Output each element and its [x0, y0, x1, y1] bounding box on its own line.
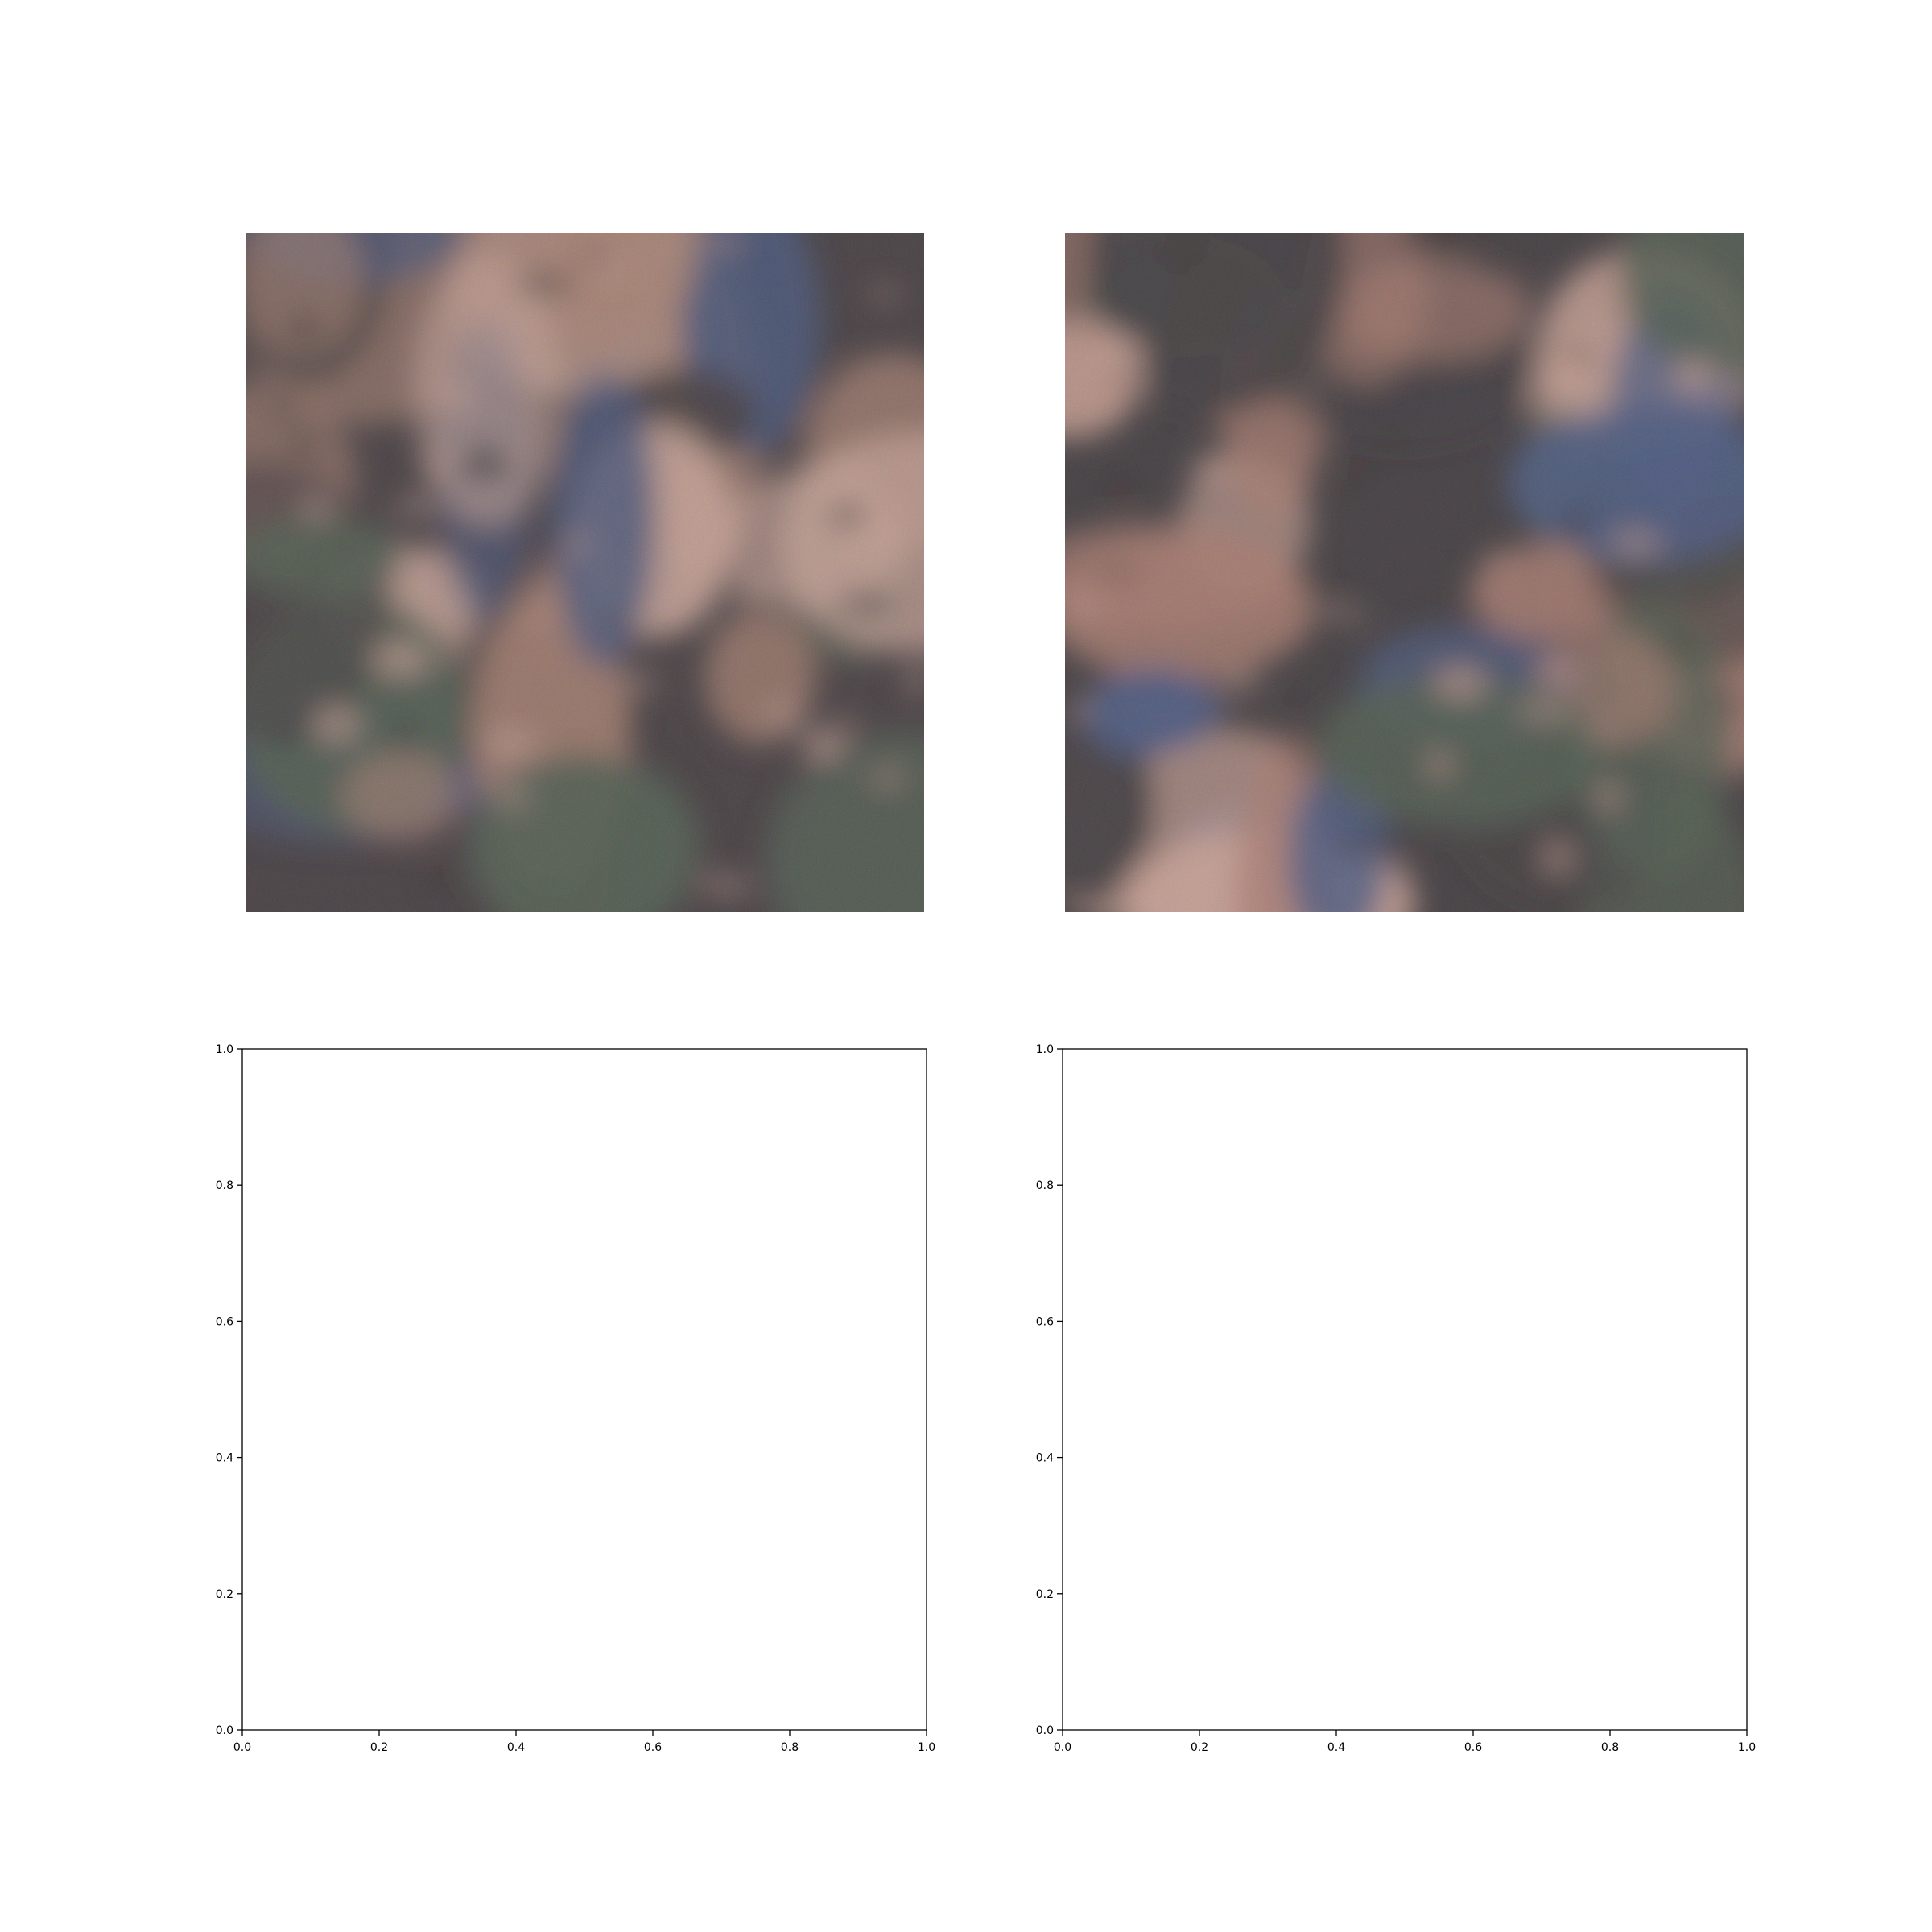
x-axis-ticks: 0.0 0.2 0.4 0.6 0.8 1.0: [1054, 1730, 1756, 1754]
y-tick-label: 1.0: [216, 1043, 233, 1056]
y-tick-label: 0.2: [216, 1588, 233, 1601]
y-axis-ticks: 0.0 0.2 0.4 0.6 0.8 1.0: [216, 1043, 242, 1737]
y-tick-label: 1.0: [1036, 1043, 1054, 1056]
y-tick-label: 0.6: [216, 1315, 233, 1328]
x-tick-label: 1.0: [1738, 1741, 1756, 1754]
x-tick-label: 0.8: [1601, 1741, 1619, 1754]
x-tick-label: 1.0: [918, 1741, 935, 1754]
y-tick-label: 0.6: [1036, 1315, 1054, 1328]
image-noise-overlay: [1065, 233, 1744, 912]
x-tick-label: 0.2: [370, 1741, 388, 1754]
x-tick-label: 0.8: [781, 1741, 799, 1754]
y-tick-label: 0.4: [216, 1452, 233, 1465]
y-tick-label: 0.4: [1036, 1452, 1054, 1465]
x-tick-label: 0.2: [1191, 1741, 1208, 1754]
x-axis-ticks: 0.0 0.2 0.4 0.6 0.8 1.0: [233, 1730, 935, 1754]
axes-frame: [1062, 1048, 1748, 1731]
x-tick-label: 0.0: [1054, 1741, 1071, 1754]
x-tick-label: 0.0: [233, 1741, 251, 1754]
image-panel-top-left: [246, 233, 924, 912]
y-tick-label: 0.8: [1036, 1179, 1054, 1192]
y-tick-label: 0.0: [216, 1724, 233, 1737]
y-axis-ticks: 0.0 0.2 0.4 0.6 0.8 1.0: [1036, 1043, 1063, 1737]
y-tick-label: 0.2: [1036, 1588, 1054, 1601]
x-tick-label: 0.6: [1464, 1741, 1482, 1754]
image-noise-overlay: [246, 233, 924, 912]
axes-bottom-left: 0.0 0.2 0.4 0.6 0.8 1.0 0.0 0.2 0.4 0.6 0.8 1.0: [216, 1043, 935, 1754]
x-tick-label: 0.4: [1327, 1741, 1345, 1754]
y-tick-label: 0.8: [216, 1179, 233, 1192]
x-tick-label: 0.6: [644, 1741, 662, 1754]
image-panel-top-right: [1065, 233, 1744, 912]
x-tick-label: 0.4: [507, 1741, 525, 1754]
axes-bottom-right: 0.0 0.2 0.4 0.6 0.8 1.0 0.0 0.2 0.4 0.6 0.8 1.0: [1036, 1043, 1756, 1754]
axes-frame: [242, 1048, 927, 1731]
y-tick-label: 0.0: [1036, 1724, 1054, 1737]
